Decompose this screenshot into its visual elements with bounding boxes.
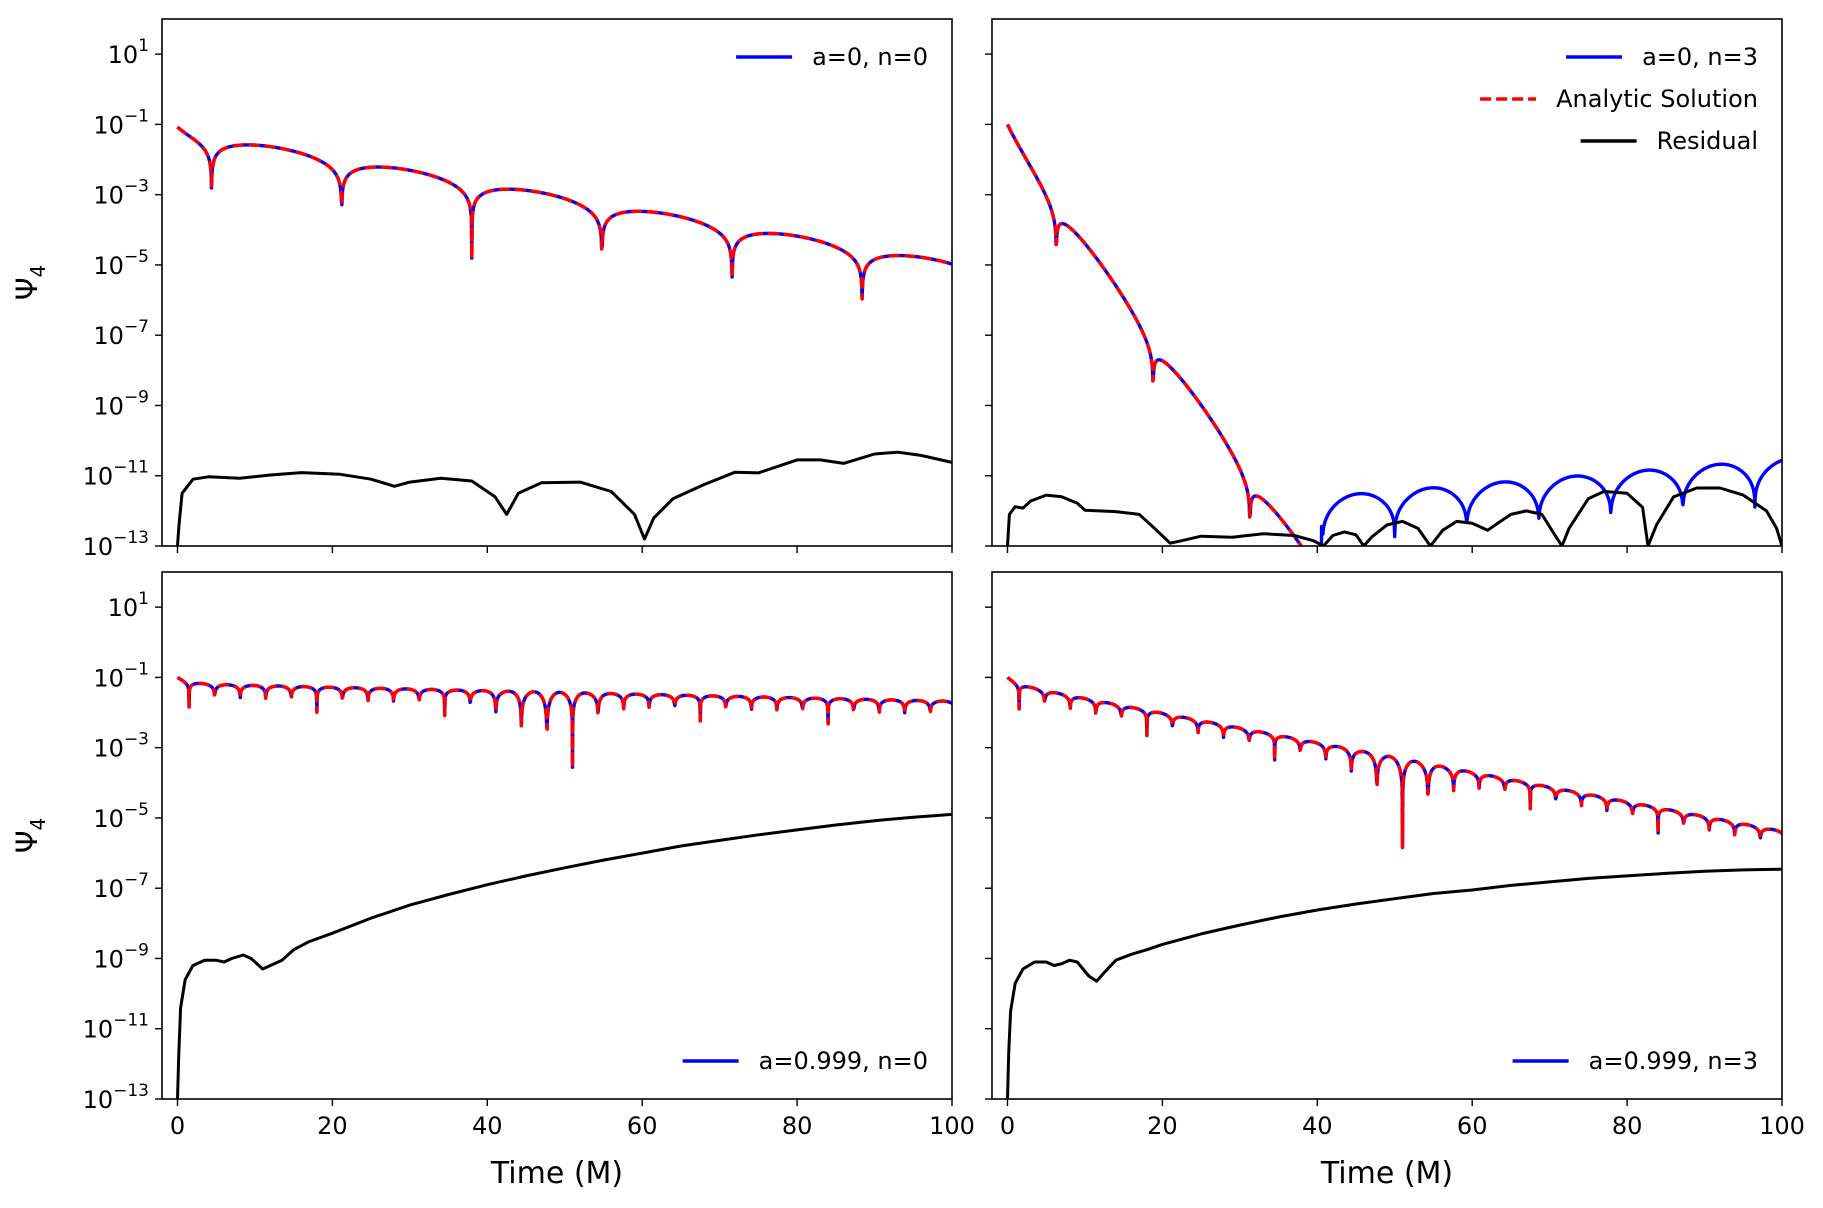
y-tick-label: 10−1 <box>93 659 149 692</box>
series-residual <box>176 812 952 1099</box>
panel-bottom-left: 101 10−1 10−3 10−5 10−7 10−9 10−11 10−13 0 20 40 60… <box>10 571 975 1191</box>
series-analytic-solution <box>176 676 952 769</box>
x-tick-label: 60 <box>627 1112 658 1140</box>
x-tick-label: 80 <box>782 1112 813 1140</box>
plot-area <box>992 572 1782 1099</box>
legend: a=0, n=3 Analytic Solution Residual <box>1480 43 1758 155</box>
legend-label: Analytic Solution <box>1556 85 1758 113</box>
legend: a=0.999, n=0 <box>682 1047 928 1075</box>
y-tick-label: 10−11 <box>83 1011 149 1044</box>
y-tick-label: 10−7 <box>93 870 149 903</box>
y-tick-label: 10−5 <box>93 800 149 833</box>
series-residual <box>176 450 952 546</box>
x-axis-label: Time (M) <box>490 1156 623 1191</box>
series-residual <box>1006 867 1782 1099</box>
legend-label: a=0.999, n=0 <box>759 1047 928 1075</box>
panel-top-left: 101 10−1 10−3 10−5 10−7 10−9 10−11 10−13 Ψ4 a=0, … <box>10 18 953 561</box>
y-tick-label: 101 <box>108 36 149 69</box>
series-analytic-solution <box>1006 676 1782 850</box>
y-axis-label: Ψ4 <box>10 818 50 854</box>
legend-label: Residual <box>1657 127 1758 155</box>
x-tick-label: 40 <box>1302 1112 1333 1140</box>
plot-area <box>992 19 1782 546</box>
x-tick-label: 20 <box>317 1112 348 1140</box>
plot-area <box>162 572 952 1099</box>
panel-bottom-right: 0 20 40 60 80 100 Time (M) a=0.999, n=3 <box>985 571 1805 1191</box>
legend-label: a=0.999, n=3 <box>1589 1047 1758 1075</box>
x-tick-label: 60 <box>1457 1112 1488 1140</box>
y-tick-label: 10−11 <box>83 458 149 491</box>
y-tick-label: 10−1 <box>93 106 149 139</box>
axes-frame <box>991 18 1783 547</box>
series-analytic-solution <box>1005 123 1304 546</box>
x-axis-label: Time (M) <box>1320 1156 1453 1191</box>
x-tick-label: 40 <box>472 1112 503 1140</box>
series-residual <box>1006 486 1782 546</box>
y-tick-label: 101 <box>108 589 149 622</box>
y-tick-label: 10−5 <box>93 247 149 280</box>
legend: a=0, n=0 <box>736 43 928 71</box>
x-tick-label: 100 <box>1759 1112 1805 1140</box>
y-tick-label: 10−9 <box>93 940 149 973</box>
axes-frame <box>161 571 953 1100</box>
legend: a=0.999, n=3 <box>1512 1047 1758 1075</box>
y-tick-label: 10−3 <box>93 177 149 210</box>
x-tick-label: 0 <box>170 1112 185 1140</box>
y-tick-label: 10−7 <box>93 317 149 350</box>
axes-frame <box>161 18 953 547</box>
x-tick-label: 100 <box>929 1112 975 1140</box>
x-tick-label: 80 <box>1612 1112 1643 1140</box>
x-tick-label: 0 <box>1000 1112 1015 1140</box>
series-analytic-solution <box>176 125 952 301</box>
y-tick-label: 10−13 <box>83 528 149 561</box>
plot-area <box>162 19 952 546</box>
y-axis-label: Ψ4 <box>10 265 50 301</box>
y-tick-label: 10−9 <box>93 387 149 420</box>
y-tick-label: 10−13 <box>83 1081 149 1114</box>
legend-label: a=0, n=3 <box>1642 43 1758 71</box>
x-tick-label: 20 <box>1147 1112 1178 1140</box>
axes-frame <box>991 571 1783 1100</box>
y-tick-label: 10−3 <box>93 730 149 763</box>
legend-label: a=0, n=0 <box>812 43 928 71</box>
panel-top-right: a=0, n=3 Analytic Solution Residual <box>985 18 1783 553</box>
